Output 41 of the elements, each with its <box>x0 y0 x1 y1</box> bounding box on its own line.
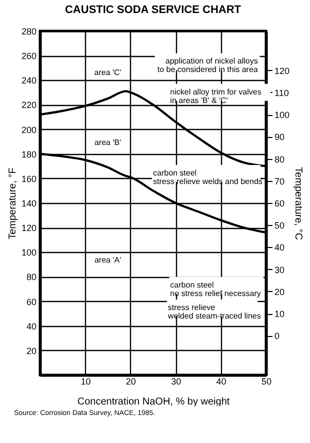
y2-tick-label: 80 <box>274 154 285 164</box>
annotation: area 'C' <box>94 68 122 77</box>
y-tick-label: 180 <box>21 149 36 160</box>
x-tick-label: 50 <box>261 376 272 386</box>
y-tick-label: 40 <box>26 321 36 332</box>
y-tick-label: 20 <box>26 346 36 356</box>
y-tick-label: 60 <box>26 296 36 307</box>
x-tick-label: 30 <box>171 376 182 386</box>
y2-tick-label: 0 <box>274 331 280 342</box>
y-tick-label: 100 <box>21 248 36 258</box>
y2-tick-label: 110 <box>274 88 289 98</box>
chart-title: CAUSTIC SODA SERVICE CHART <box>64 4 242 16</box>
x-tick-label: 20 <box>126 376 136 386</box>
x-tick-label: 40 <box>216 376 226 386</box>
y2-tick-label: 50 <box>274 220 285 231</box>
y-tick-label: 160 <box>21 174 36 184</box>
annotation: area 'B' <box>94 138 122 147</box>
annotation: carbon steel stress relieve welds and bends <box>153 168 262 186</box>
y-axis-title: Temperature, °F <box>7 168 18 240</box>
y2-tick-label: 100 <box>274 110 290 120</box>
y-tick-label: 120 <box>21 223 36 234</box>
y2-tick-label: 120 <box>274 66 290 76</box>
annotation: stress relieve welded steam-traced lines <box>166 303 261 321</box>
y2-tick-label: 90 <box>274 132 285 142</box>
y2-axis-title: Temperature, °C <box>292 167 304 240</box>
y2-tick-label: 40 <box>274 242 285 253</box>
y-tick-label: 200 <box>21 124 36 135</box>
y-tick-label: 240 <box>21 76 36 86</box>
annotation: area 'A' <box>94 256 122 265</box>
y-tick-label: 280 <box>21 26 36 36</box>
y-tick-label: 260 <box>21 51 36 62</box>
y-tick-label: 220 <box>21 100 36 110</box>
y-tick-label: 80 <box>26 272 36 282</box>
y2-tick-label: 60 <box>274 198 285 208</box>
y-tick-label: 140 <box>21 198 36 208</box>
x-tick-label: 10 <box>80 376 91 386</box>
annotation: carbon steel no stress relief necessary <box>170 280 261 298</box>
y2-tick-label: 30 <box>274 264 285 275</box>
y2-tick-label: 70 <box>274 176 285 186</box>
y2-tick-label: 10 <box>274 309 285 320</box>
y2-tick-label: 20 <box>274 286 285 297</box>
